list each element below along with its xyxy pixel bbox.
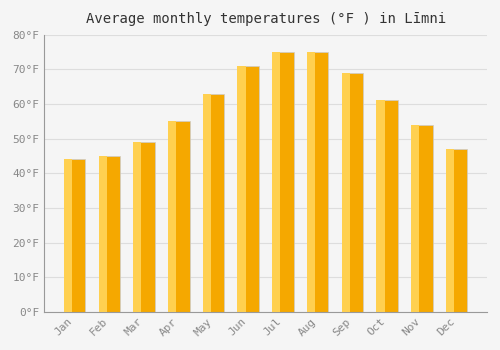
Bar — [168, 121, 176, 312]
Bar — [134, 142, 141, 312]
Bar — [411, 125, 432, 312]
Bar — [376, 100, 398, 312]
Bar — [411, 125, 420, 312]
Bar — [168, 121, 190, 312]
Bar — [307, 52, 328, 312]
Bar — [376, 100, 384, 312]
Bar — [98, 156, 120, 312]
Bar — [98, 156, 106, 312]
Bar — [446, 149, 454, 312]
Bar — [134, 142, 155, 312]
Bar — [272, 52, 280, 312]
Bar — [272, 52, 293, 312]
Bar — [342, 73, 350, 312]
Bar — [64, 159, 86, 312]
Bar — [446, 149, 468, 312]
Bar — [238, 66, 259, 312]
Bar — [202, 93, 224, 312]
Bar — [202, 93, 211, 312]
Title: Average monthly temperatures (°F ) in Līmni: Average monthly temperatures (°F ) in Lī… — [86, 13, 446, 27]
Bar — [64, 159, 72, 312]
Bar — [342, 73, 363, 312]
Bar — [238, 66, 246, 312]
Bar — [307, 52, 315, 312]
